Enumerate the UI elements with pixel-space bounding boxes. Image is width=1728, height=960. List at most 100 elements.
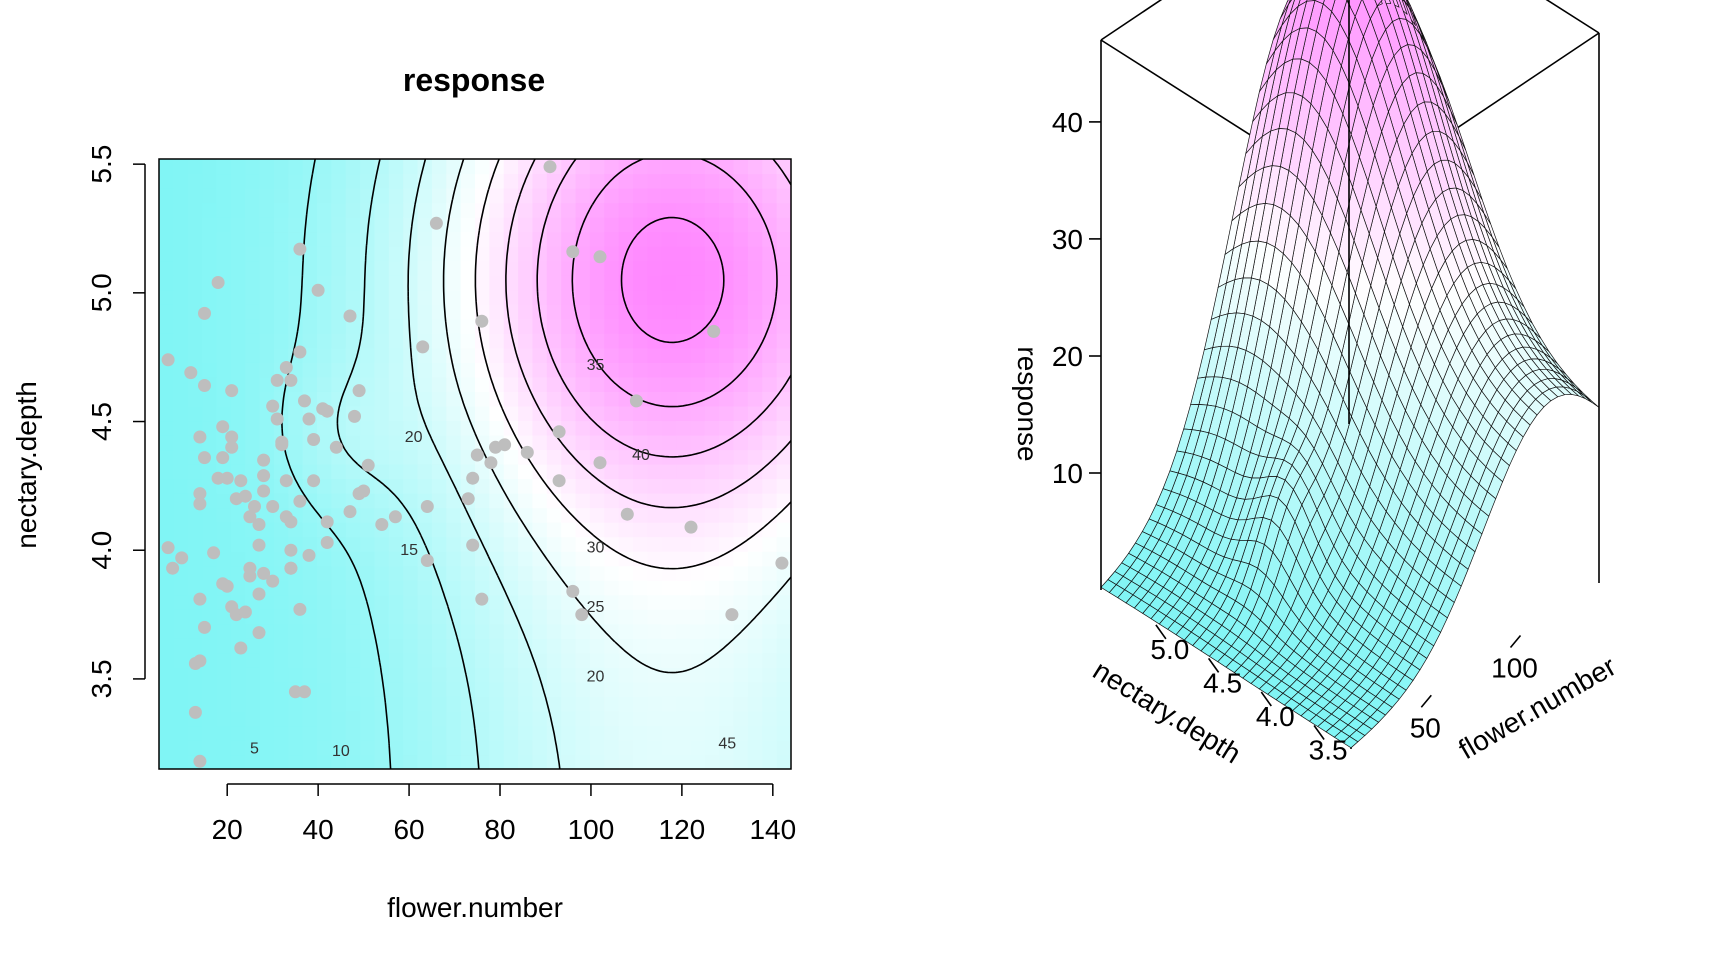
heat-cell bbox=[647, 507, 663, 523]
heat-cell bbox=[288, 434, 304, 451]
heat-cell bbox=[647, 347, 663, 363]
heat-cell bbox=[360, 246, 376, 262]
heat-cell bbox=[503, 580, 519, 596]
heat-cell bbox=[360, 347, 376, 363]
heat-cell bbox=[589, 362, 605, 378]
heat-cell bbox=[633, 318, 648, 334]
heat-cell bbox=[546, 449, 562, 465]
heat-cell bbox=[676, 449, 692, 465]
data-point bbox=[266, 399, 280, 413]
heat-cell bbox=[431, 551, 447, 567]
heat-cell bbox=[417, 188, 433, 204]
heat-cell bbox=[374, 681, 390, 697]
heat-cell bbox=[776, 275, 791, 291]
heat-cell bbox=[259, 609, 275, 625]
heat-cell bbox=[719, 202, 735, 218]
heat-cell bbox=[202, 420, 218, 436]
data-point bbox=[466, 471, 480, 485]
heat-cell bbox=[317, 739, 332, 756]
heat-cell bbox=[776, 478, 791, 494]
heat-cell bbox=[661, 478, 677, 494]
heat-cell bbox=[676, 565, 692, 581]
heat-cell bbox=[776, 609, 791, 625]
heat-cell bbox=[747, 318, 763, 334]
heat-cell bbox=[187, 347, 203, 363]
heat-cell bbox=[345, 318, 361, 334]
heat-cell bbox=[187, 318, 203, 334]
data-point bbox=[361, 458, 375, 472]
heat-cell bbox=[202, 522, 218, 538]
data-point bbox=[220, 471, 234, 485]
heat-cell bbox=[518, 217, 534, 233]
heat-cell bbox=[532, 565, 548, 581]
heat-cell bbox=[403, 289, 419, 305]
data-point bbox=[257, 484, 271, 498]
heat-cell bbox=[245, 173, 261, 189]
heat-cell bbox=[403, 260, 419, 276]
heat-cell bbox=[360, 217, 376, 233]
heat-cell bbox=[518, 420, 534, 436]
heat-cell bbox=[762, 405, 778, 422]
heat-cell bbox=[460, 217, 476, 233]
heat-cell bbox=[489, 536, 505, 552]
heat-cell bbox=[561, 754, 577, 769]
heat-cell bbox=[604, 173, 620, 189]
heat-cell bbox=[216, 681, 232, 697]
heat-cell bbox=[159, 188, 174, 204]
heat-cell bbox=[475, 638, 490, 654]
heat-cell bbox=[776, 464, 791, 480]
heat-cell bbox=[331, 333, 347, 349]
heat-cell bbox=[647, 159, 663, 175]
heat-cell bbox=[273, 159, 289, 175]
heat-cell bbox=[647, 652, 663, 668]
heat-cell bbox=[503, 449, 519, 465]
heat-cell bbox=[618, 289, 634, 305]
heat-cell bbox=[317, 696, 332, 712]
heat-cell bbox=[216, 202, 232, 218]
surface-z-label: response bbox=[1012, 346, 1043, 461]
heat-cell bbox=[618, 260, 634, 276]
heat-cell bbox=[159, 333, 174, 349]
heat-cell bbox=[431, 347, 447, 363]
heat-cell bbox=[173, 580, 189, 596]
heat-cell bbox=[575, 449, 591, 465]
heat-cell bbox=[532, 623, 548, 639]
heat-cell bbox=[733, 565, 749, 581]
heat-cell bbox=[273, 231, 289, 247]
heat-cell bbox=[719, 464, 735, 480]
heat-cell bbox=[245, 318, 261, 334]
heat-cell bbox=[259, 173, 275, 189]
heat-cell bbox=[460, 434, 476, 451]
heat-cell bbox=[388, 405, 404, 422]
heat-cell bbox=[460, 710, 476, 727]
heat-cell bbox=[546, 405, 562, 422]
heat-cell bbox=[489, 710, 505, 727]
heat-cell bbox=[503, 507, 519, 523]
heat-cell bbox=[561, 507, 577, 523]
heat-cell bbox=[288, 725, 304, 741]
heat-cell bbox=[302, 173, 318, 189]
heat-cell bbox=[589, 434, 605, 451]
heat-cell bbox=[546, 275, 562, 291]
heat-cell bbox=[647, 739, 663, 756]
heat-cell bbox=[345, 739, 361, 756]
heat-cell bbox=[173, 217, 189, 233]
heat-cell bbox=[618, 173, 634, 189]
heat-cell bbox=[446, 304, 462, 320]
heat-cell bbox=[331, 725, 347, 741]
heat-cell bbox=[561, 681, 577, 697]
heat-cell bbox=[230, 667, 246, 683]
chart-title: response bbox=[403, 62, 545, 98]
heat-cell bbox=[431, 725, 447, 741]
heat-cell bbox=[388, 522, 404, 538]
heat-cell bbox=[633, 507, 648, 523]
heat-cell bbox=[446, 710, 462, 727]
heat-cell bbox=[403, 188, 419, 204]
contour-label: 20 bbox=[587, 668, 605, 685]
heat-cell bbox=[273, 754, 289, 769]
heat-cell bbox=[245, 202, 261, 218]
heat-cell bbox=[676, 231, 692, 247]
heat-cell bbox=[403, 275, 419, 291]
heat-cell bbox=[604, 493, 620, 509]
heat-cell bbox=[704, 710, 720, 727]
